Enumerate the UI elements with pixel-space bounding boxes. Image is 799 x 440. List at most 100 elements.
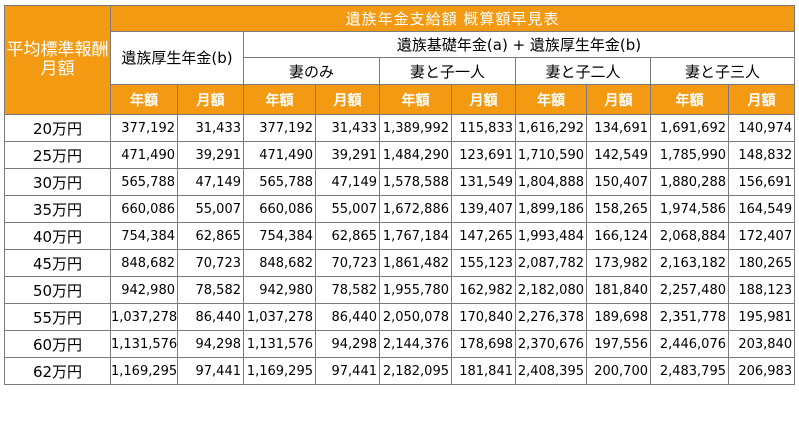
table-cell: 1,169,295 bbox=[243, 357, 316, 385]
table-cell: 86,440 bbox=[315, 303, 380, 331]
table-cell: 206,983 bbox=[727, 357, 796, 385]
pension-table: 平均標準報酬月額 遺族年金支給額 概算額早見表 遺族厚生年金(b) 遺族基礎年金… bbox=[4, 5, 796, 385]
table-body: 20万円 377,192 31,433 377,192 31,433 1,389,992 1… bbox=[4, 114, 796, 385]
row-label: 55万円 bbox=[4, 303, 111, 331]
table-cell: 754,384 bbox=[243, 222, 316, 250]
table-cell: 1,880,288 bbox=[650, 168, 729, 196]
table-cell: 203,840 bbox=[727, 330, 796, 358]
table-cell: 1,131,576 bbox=[110, 330, 178, 358]
table-cell: 123,691 bbox=[451, 141, 516, 169]
table-cell: 377,192 bbox=[110, 114, 178, 142]
table-cell: 197,556 bbox=[586, 330, 651, 358]
table-cell: 565,788 bbox=[110, 168, 178, 196]
row-label: 40万円 bbox=[4, 222, 111, 250]
col-header-group: 遺族基礎年金(a) + 遺族厚生年金(b) bbox=[242, 31, 796, 58]
table-cell: 471,490 bbox=[110, 141, 178, 169]
unit-header: 月額 bbox=[586, 84, 651, 115]
row-label: 25万円 bbox=[4, 141, 111, 169]
table-cell: 200,700 bbox=[586, 357, 651, 385]
table-cell: 189,698 bbox=[586, 303, 651, 331]
table-cell: 170,840 bbox=[451, 303, 516, 331]
table-cell: 1,131,576 bbox=[243, 330, 316, 358]
table-cell: 2,182,095 bbox=[379, 357, 452, 385]
table-cell: 1,767,184 bbox=[379, 222, 452, 250]
subgroup-wife-2-children: 妻と子二人 bbox=[515, 57, 651, 85]
table-cell: 1,672,886 bbox=[379, 195, 452, 223]
table-row: 25万円 471,490 39,291 471,490 39,291 1,484,290 1… bbox=[4, 141, 796, 169]
table-cell: 660,086 bbox=[243, 195, 316, 223]
table-cell: 164,549 bbox=[727, 195, 796, 223]
table-cell: 2,050,078 bbox=[379, 303, 452, 331]
unit-header: 月額 bbox=[315, 84, 380, 115]
table-cell: 1,389,992 bbox=[379, 114, 452, 142]
col-header-koseinenkin: 遺族厚生年金(b) bbox=[110, 31, 244, 85]
table-cell: 1,037,278 bbox=[110, 303, 178, 331]
table-cell: 134,691 bbox=[586, 114, 651, 142]
table-cell: 47,149 bbox=[315, 168, 380, 196]
table-cell: 2,370,676 bbox=[515, 330, 587, 358]
table-cell: 1,785,990 bbox=[650, 141, 729, 169]
table-cell: 78,582 bbox=[315, 276, 380, 304]
unit-header: 月額 bbox=[451, 84, 516, 115]
table-cell: 97,441 bbox=[315, 357, 380, 385]
subgroup-wife-3-children: 妻と子三人 bbox=[649, 57, 796, 85]
table-cell: 471,490 bbox=[243, 141, 316, 169]
table-cell: 2,182,080 bbox=[515, 276, 587, 304]
row-label: 62万円 bbox=[4, 357, 111, 385]
table-cell: 1,710,590 bbox=[515, 141, 587, 169]
table-cell: 86,440 bbox=[177, 303, 244, 331]
table-cell: 188,123 bbox=[727, 276, 796, 304]
table-cell: 942,980 bbox=[243, 276, 316, 304]
table-cell: 1,899,186 bbox=[515, 195, 587, 223]
table-cell: 377,192 bbox=[243, 114, 316, 142]
row-label: 20万円 bbox=[4, 114, 111, 142]
table-cell: 62,865 bbox=[177, 222, 244, 250]
unit-header: 年額 bbox=[650, 84, 729, 115]
table-cell: 1,804,888 bbox=[515, 168, 587, 196]
table-title: 遺族年金支給額 概算額早見表 bbox=[109, 5, 796, 32]
table-cell: 2,257,480 bbox=[650, 276, 729, 304]
table-cell: 180,265 bbox=[727, 249, 796, 277]
table-row: 35万円 660,086 55,007 660,086 55,007 1,672,886 1… bbox=[4, 195, 796, 223]
subgroup-wife-only: 妻のみ bbox=[243, 57, 380, 85]
unit-header: 年額 bbox=[379, 84, 452, 115]
table-cell: 148,832 bbox=[727, 141, 796, 169]
table-cell: 94,298 bbox=[315, 330, 380, 358]
table-cell: 2,163,182 bbox=[650, 249, 729, 277]
table-cell: 1,861,482 bbox=[379, 249, 452, 277]
subgroup-wife-1-child: 妻と子一人 bbox=[379, 57, 516, 85]
table-cell: 31,433 bbox=[315, 114, 380, 142]
table-cell: 181,840 bbox=[586, 276, 651, 304]
table-cell: 97,441 bbox=[177, 357, 244, 385]
table-cell: 47,149 bbox=[177, 168, 244, 196]
unit-header: 年額 bbox=[515, 84, 587, 115]
table-cell: 155,123 bbox=[451, 249, 516, 277]
table-cell: 942,980 bbox=[110, 276, 178, 304]
table-row: 62万円 1,169,295 97,441 1,169,295 97,441 2,182,… bbox=[4, 357, 796, 385]
table-cell: 158,265 bbox=[586, 195, 651, 223]
table-row: 40万円 754,384 62,865 754,384 62,865 1,767,184 1… bbox=[4, 222, 796, 250]
row-label: 30万円 bbox=[4, 168, 111, 196]
table-cell: 131,549 bbox=[451, 168, 516, 196]
table-cell: 55,007 bbox=[315, 195, 380, 223]
table-cell: 115,833 bbox=[451, 114, 516, 142]
table-cell: 1,169,295 bbox=[110, 357, 178, 385]
table-cell: 142,549 bbox=[586, 141, 651, 169]
table-cell: 78,582 bbox=[177, 276, 244, 304]
table-cell: 2,408,395 bbox=[515, 357, 587, 385]
table-row: 55万円 1,037,278 86,440 1,037,278 86,440 2,050,… bbox=[4, 303, 796, 331]
table-cell: 1,993,484 bbox=[515, 222, 587, 250]
table-cell: 166,124 bbox=[586, 222, 651, 250]
table-cell: 848,682 bbox=[110, 249, 178, 277]
table-cell: 140,974 bbox=[727, 114, 796, 142]
table-cell: 31,433 bbox=[177, 114, 244, 142]
table-cell: 2,276,378 bbox=[515, 303, 587, 331]
table-cell: 2,087,782 bbox=[515, 249, 587, 277]
table-cell: 39,291 bbox=[177, 141, 244, 169]
table-cell: 70,723 bbox=[315, 249, 380, 277]
table-cell: 565,788 bbox=[243, 168, 316, 196]
table-cell: 1,484,290 bbox=[379, 141, 452, 169]
table-cell: 147,265 bbox=[451, 222, 516, 250]
table-cell: 848,682 bbox=[243, 249, 316, 277]
table-cell: 70,723 bbox=[177, 249, 244, 277]
